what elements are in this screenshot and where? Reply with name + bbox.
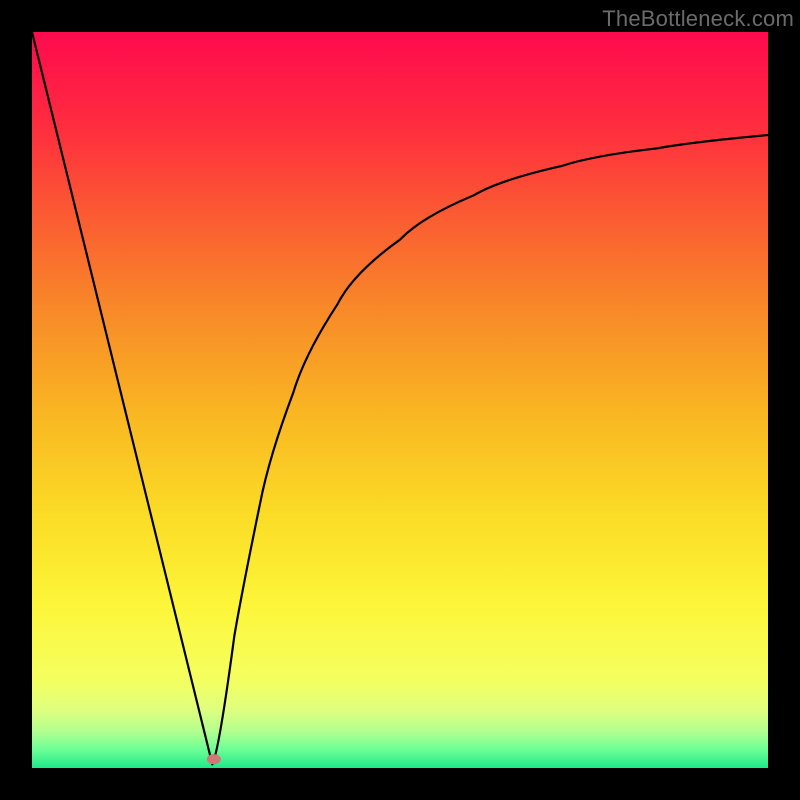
plot-area xyxy=(32,32,768,768)
minimum-marker xyxy=(207,754,221,764)
chart-frame: TheBottleneck.com xyxy=(0,0,800,800)
gradient-background xyxy=(32,32,768,768)
plot-svg xyxy=(32,32,768,768)
watermark-text: TheBottleneck.com xyxy=(602,6,794,32)
